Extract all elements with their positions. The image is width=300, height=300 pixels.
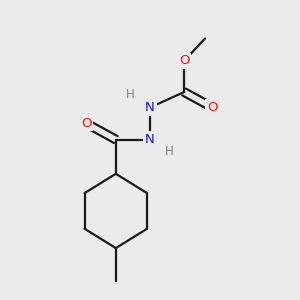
- Text: N: N: [145, 133, 155, 146]
- Text: O: O: [179, 54, 189, 67]
- Text: O: O: [81, 117, 91, 130]
- Text: O: O: [207, 101, 218, 114]
- Text: H: H: [126, 88, 135, 100]
- Text: N: N: [145, 101, 155, 114]
- Text: H: H: [165, 145, 174, 158]
